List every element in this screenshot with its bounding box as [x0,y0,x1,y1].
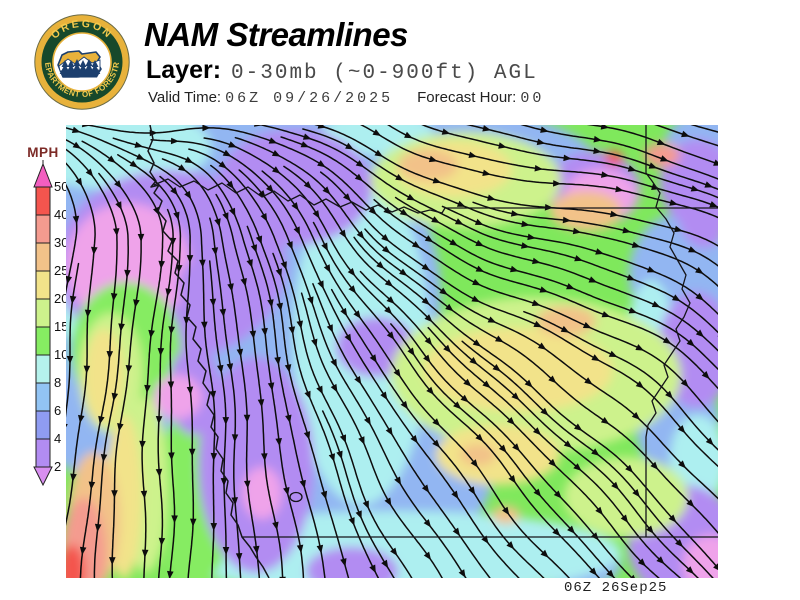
legend-title: MPH [27,145,59,160]
legend-arrow-below-min [33,466,53,487]
legend-band [35,242,51,272]
legend-band [35,270,51,300]
state-borders-layer [147,125,718,578]
map-timestamp: 06Z 26Sep25 [564,580,668,596]
legend-tick-label: 30 [54,235,68,250]
wind-speed-field [66,125,718,578]
streamlines-map-canvas[interactable] [66,125,718,578]
legend-band [35,186,51,216]
legend-color-scale: MPH 50 40 30 25 20 15 10 8 6 4 2 [27,145,68,487]
legend-tick-label: 20 [54,291,68,306]
legend-tick-label: 25 [54,263,68,278]
legend-band [35,326,51,356]
odf-logo: OREGON DEPARTMENT OF FORESTRY [31,7,130,110]
valid-time-label: Valid Time: [148,89,222,106]
legend-band [35,382,51,412]
time-line: Valid Time: 06Z 09/26/2025 Forecast Hour: 0… [148,89,544,107]
coastline [147,125,270,578]
columbia-river-border [153,178,718,214]
klamath-lake [289,491,303,503]
streamline-arrows-layer [66,125,718,578]
logo-ground [61,74,99,78]
legend-tick-label: 8 [54,375,61,390]
snake-river-border [645,125,691,537]
legend-tick-label: 4 [54,431,61,446]
legend-tick-label: 2 [54,459,61,474]
legend-tick-label: 50 [54,179,68,194]
forecast-hour-value: 00 [520,90,545,107]
layer-label: Layer: [146,56,222,84]
page-title: NAM Streamlines [144,16,408,53]
legend-tick-label: 40 [54,207,68,222]
legend-band [35,214,51,244]
legend-band [35,354,51,384]
forecast-hour-label: Forecast Hour: [417,89,517,106]
legend-tick-label: 15 [54,319,68,334]
legend-tick-label: 10 [54,347,68,362]
layer-value: 0-30mb (~0-900ft) AGL [231,62,538,85]
legend-band [35,298,51,328]
streamlines-map[interactable] [66,125,718,578]
legend-band [35,438,51,468]
wind-speed-legend: MPH 50 40 30 25 20 15 10 8 6 4 2 [2,130,82,515]
layer-line: Layer: 0-30mb (~0-900ft) AGL [146,56,538,85]
legend-arrow-above-max [33,162,53,188]
evergreen-trees [59,59,101,74]
legend-band [35,410,51,440]
legend-tick-label: 6 [54,403,61,418]
odf-logo-badge: OREGON DEPARTMENT OF FORESTRY [31,7,130,110]
valid-time-value: 06Z 09/26/2025 [225,90,394,107]
